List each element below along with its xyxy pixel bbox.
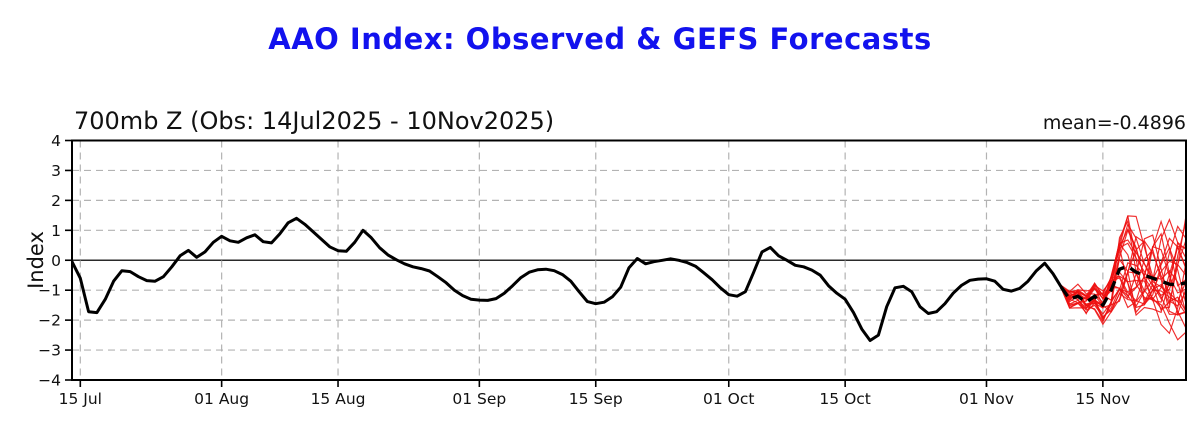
chart-subtitle: 700mb Z (Obs: 14Jul2025 - 10Nov2025) [74, 107, 555, 135]
x-tick-label: 01 Aug [194, 390, 249, 408]
y-tick-label: 0 [51, 252, 61, 270]
gefs-member-line [1061, 245, 1186, 309]
y-tick-label: −1 [38, 282, 61, 300]
x-tick-label: 15 Aug [311, 390, 366, 408]
x-tick-label: 01 Sep [452, 390, 506, 408]
forecast-mean-value: mean=-0.4896 [1042, 112, 1186, 134]
y-tick-label: 4 [51, 132, 61, 150]
y-tick-label: −2 [38, 312, 61, 330]
y-tick-label: −3 [38, 342, 61, 360]
ensemble-group [1060, 215, 1186, 341]
gefs-member-line [1060, 239, 1186, 315]
gefs-member-line [1060, 218, 1186, 313]
y-tick-label: 2 [51, 192, 61, 210]
page-title: AAO Index: Observed & GEFS Forecasts [268, 22, 932, 56]
x-tick-label: 15 Oct [819, 390, 870, 408]
x-tick-label: 01 Oct [703, 390, 754, 408]
gefs-member-line [1060, 219, 1186, 322]
y-tick-label: −4 [38, 372, 61, 390]
x-tick-label: 15 Sep [569, 390, 623, 408]
gefs-member-line [1061, 219, 1186, 301]
x-tick-label: 15 Jul [59, 390, 102, 408]
ensemble-mean-line [1059, 264, 1186, 307]
y-tick-label: 3 [51, 162, 61, 180]
gefs-member-line [1060, 222, 1186, 329]
x-tick-label: 01 Nov [959, 390, 1014, 408]
gefs-member-line [1060, 215, 1186, 314]
x-tick-label: 15 Nov [1075, 390, 1130, 408]
y-tick-label: 1 [51, 222, 61, 240]
observed-line [72, 216, 1063, 342]
